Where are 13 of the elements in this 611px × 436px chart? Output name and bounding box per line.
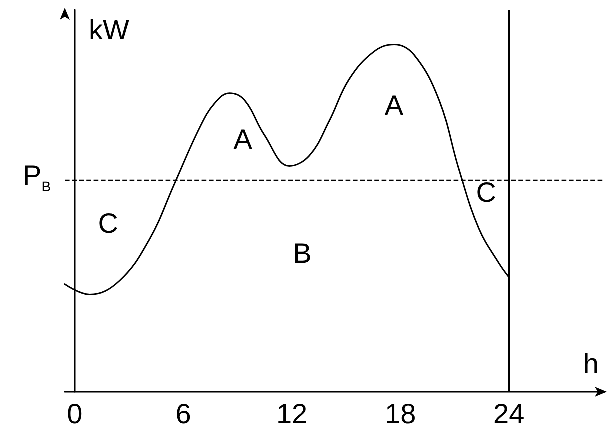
- ref-line-label: P$_{B}$: [23, 160, 52, 195]
- y-axis-title: kW: [88, 14, 130, 46]
- x-tick-label: 12: [276, 398, 308, 430]
- annotation: B: [293, 238, 312, 270]
- x-tick-label: 18: [385, 398, 416, 430]
- annotation: A: [384, 90, 404, 120]
- annotation: C: [98, 208, 118, 239]
- annotation: C: [476, 177, 496, 208]
- annotation: A: [234, 124, 252, 155]
- x-tick-label: 24: [494, 398, 525, 430]
- x-tick-label: 6: [176, 398, 192, 430]
- x-tick-label: 0: [67, 398, 83, 430]
- x-axis-title: h: [583, 348, 599, 380]
